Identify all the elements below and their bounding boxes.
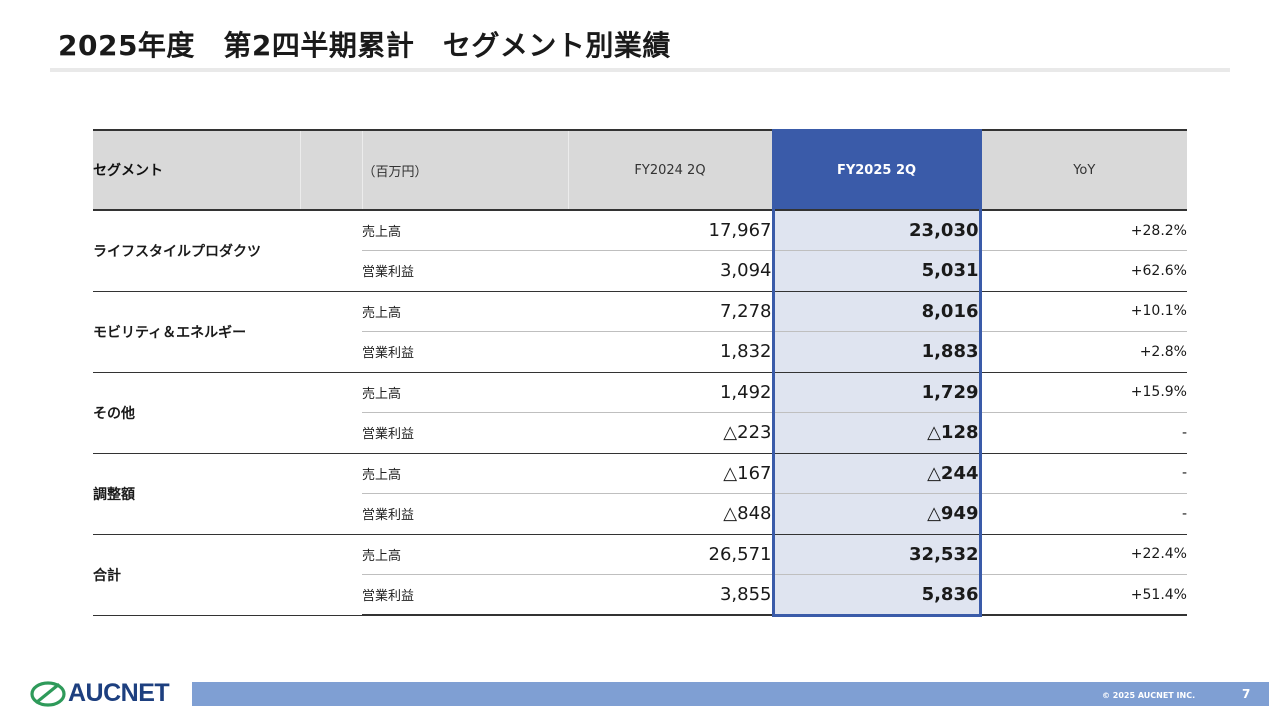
header-blank [299, 129, 363, 211]
table-row: 営業利益 △848 △949- [93, 493, 1187, 535]
yoy-value: - [980, 453, 1187, 494]
logo-text: AUCNET [68, 679, 170, 707]
segment-name: ライフスタイルプロダクツ [93, 210, 362, 292]
prev-year-value: 7,278 [568, 291, 773, 332]
company-logo: AUCNET [30, 679, 170, 708]
title-divider [50, 68, 1230, 72]
aucnet-logo-icon [30, 680, 66, 707]
metric-label: 売上高 [362, 534, 568, 575]
metric-label: 営業利益 [362, 250, 568, 292]
prev-year-value: 1,832 [568, 331, 773, 373]
current-year-value: 5,836 [771, 574, 982, 617]
current-year-value: 1,729 [771, 372, 982, 413]
segment-results-table: セグメント （百万円） FY2024 2Q FY2025 2Q YoY ライフス… [93, 129, 1187, 617]
table-row: 調整額 売上高 △167 △244- [93, 453, 1187, 535]
table-header-row: セグメント （百万円） FY2024 2Q FY2025 2Q YoY [93, 129, 1187, 211]
metric-label: 売上高 [362, 210, 568, 251]
metric-label: 営業利益 [362, 412, 568, 454]
yoy-value: +51.4% [980, 574, 1187, 616]
yoy-value: +28.2% [980, 210, 1187, 251]
prev-year-value: 3,855 [568, 574, 773, 616]
segment-name: その他 [93, 372, 362, 454]
metric-label: 営業利益 [362, 331, 568, 373]
segment-name: 調整額 [93, 453, 362, 535]
metric-label: 営業利益 [362, 574, 568, 616]
page-title: 2025年度 第2四半期累計 セグメント別業績 [58, 29, 671, 62]
current-year-value: 8,016 [771, 291, 982, 332]
metric-label: 売上高 [362, 372, 568, 413]
current-year-value: 23,030 [771, 210, 982, 251]
segment-name: モビリティ＆エネルギー [93, 291, 362, 373]
header-yoy: YoY [980, 129, 1187, 211]
table-row: 営業利益 3,094 5,031 +62.6% [93, 250, 1187, 292]
table-row: 営業利益 △223 △128- [93, 412, 1187, 454]
prev-year-value: 17,967 [568, 210, 773, 251]
prev-year-value: 26,571 [568, 534, 773, 575]
header-current-year: FY2025 2Q [771, 129, 982, 211]
yoy-value: - [980, 412, 1187, 454]
header-prev-year: FY2024 2Q [567, 129, 773, 211]
current-year-value: 32,532 [771, 534, 982, 575]
prev-year-value: 3,094 [568, 250, 773, 292]
metric-label: 売上高 [362, 453, 568, 494]
table-row: モビリティ＆エネルギー 売上高 7,278 8,016 +10.1% [93, 291, 1187, 373]
current-year-value: △244 [771, 453, 982, 494]
footer-bar [192, 682, 1269, 706]
table-row: その他 売上高 1,492 1,729 +15.9% [93, 372, 1187, 454]
yoy-value: +15.9% [980, 372, 1187, 413]
table-row: 営業利益 1,832 1,883 +2.8% [93, 331, 1187, 373]
metric-label: 営業利益 [362, 493, 568, 535]
header-unit: （百万円） [362, 129, 568, 211]
table-body: ライフスタイルプロダクツ 売上高 17,967 23,030 +28.2% 営業利益 3,0… [93, 210, 1187, 617]
prev-year-value: △223 [568, 412, 773, 454]
header-segment: セグメント [93, 129, 300, 211]
copyright-text: © 2025 AUCNET INC. [1102, 691, 1196, 700]
current-year-value: 5,031 [771, 250, 982, 292]
yoy-value: +2.8% [980, 331, 1187, 373]
current-year-value: 1,883 [771, 331, 982, 373]
prev-year-value: △167 [568, 453, 773, 494]
prev-year-value: △848 [568, 493, 773, 535]
table-row: 合計 売上高 26,571 32,532 +22.4% [93, 534, 1187, 616]
current-year-value: △128 [771, 412, 982, 454]
yoy-value: - [980, 493, 1187, 535]
table-row: ライフスタイルプロダクツ 売上高 17,967 23,030 +28.2% [93, 210, 1187, 292]
metric-label: 売上高 [362, 291, 568, 332]
prev-year-value: 1,492 [568, 372, 773, 413]
current-year-value: △949 [771, 493, 982, 535]
yoy-value: +22.4% [980, 534, 1187, 575]
page-number: 7 [1242, 687, 1251, 701]
yoy-value: +62.6% [980, 250, 1187, 292]
yoy-value: +10.1% [980, 291, 1187, 332]
segment-name: 合計 [93, 534, 362, 616]
table-row: 営業利益 3,855 5,836 +51.4% [93, 574, 1187, 617]
